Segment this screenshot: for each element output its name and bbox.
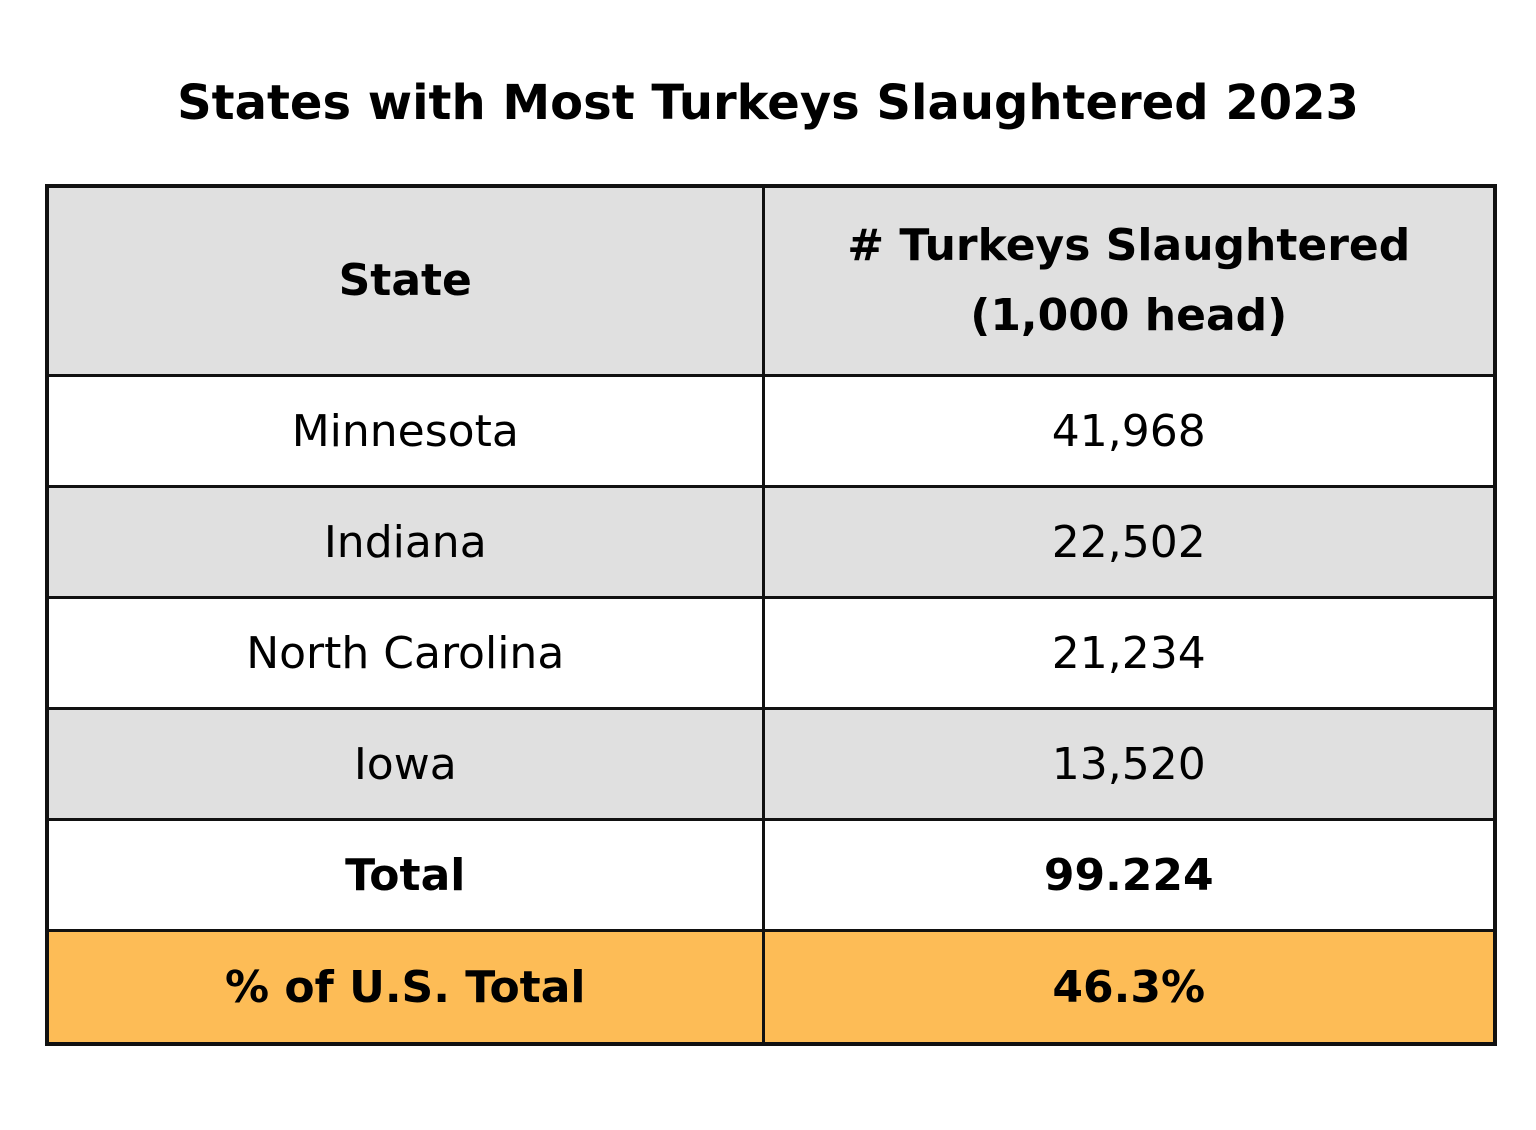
total-label: Total (45, 818, 765, 932)
table-row: Minnesota 41,968 (45, 374, 1497, 488)
chart-title: States with Most Turkeys Slaughtered 202… (177, 75, 1359, 131)
value-cell: 41,968 (761, 374, 1497, 488)
state-cell: North Carolina (45, 596, 765, 710)
header-state: State (45, 184, 765, 377)
turkey-slaughter-table: State # Turkeys Slaughtered (1,000 head)… (45, 184, 1497, 1046)
us-share-label: % of U.S. Total (45, 929, 765, 1046)
value-cell: 21,234 (761, 596, 1497, 710)
value-cell: 13,520 (761, 707, 1497, 821)
table-row: Indiana 22,502 (45, 485, 1497, 599)
header-turkeys-slaughtered-unit: (1,000 head) (970, 290, 1288, 341)
state-cell: Indiana (45, 485, 765, 599)
value-cell: 22,502 (761, 485, 1497, 599)
table-row: Iowa 13,520 (45, 707, 1497, 821)
table-row: North Carolina 21,234 (45, 596, 1497, 710)
header-turkeys-slaughtered-line1: # Turkeys Slaughtered (847, 220, 1411, 271)
state-cell: Minnesota (45, 374, 765, 488)
total-row: Total 99.224 (45, 818, 1497, 932)
us-share-value: 46.3% (761, 929, 1497, 1046)
state-cell: Iowa (45, 707, 765, 821)
header-turkeys-slaughtered: # Turkeys Slaughtered (1,000 head) (761, 184, 1497, 377)
us-share-row: % of U.S. Total 46.3% (45, 929, 1497, 1046)
table-header-row: State # Turkeys Slaughtered (1,000 head) (45, 184, 1497, 377)
total-value: 99.224 (761, 818, 1497, 932)
